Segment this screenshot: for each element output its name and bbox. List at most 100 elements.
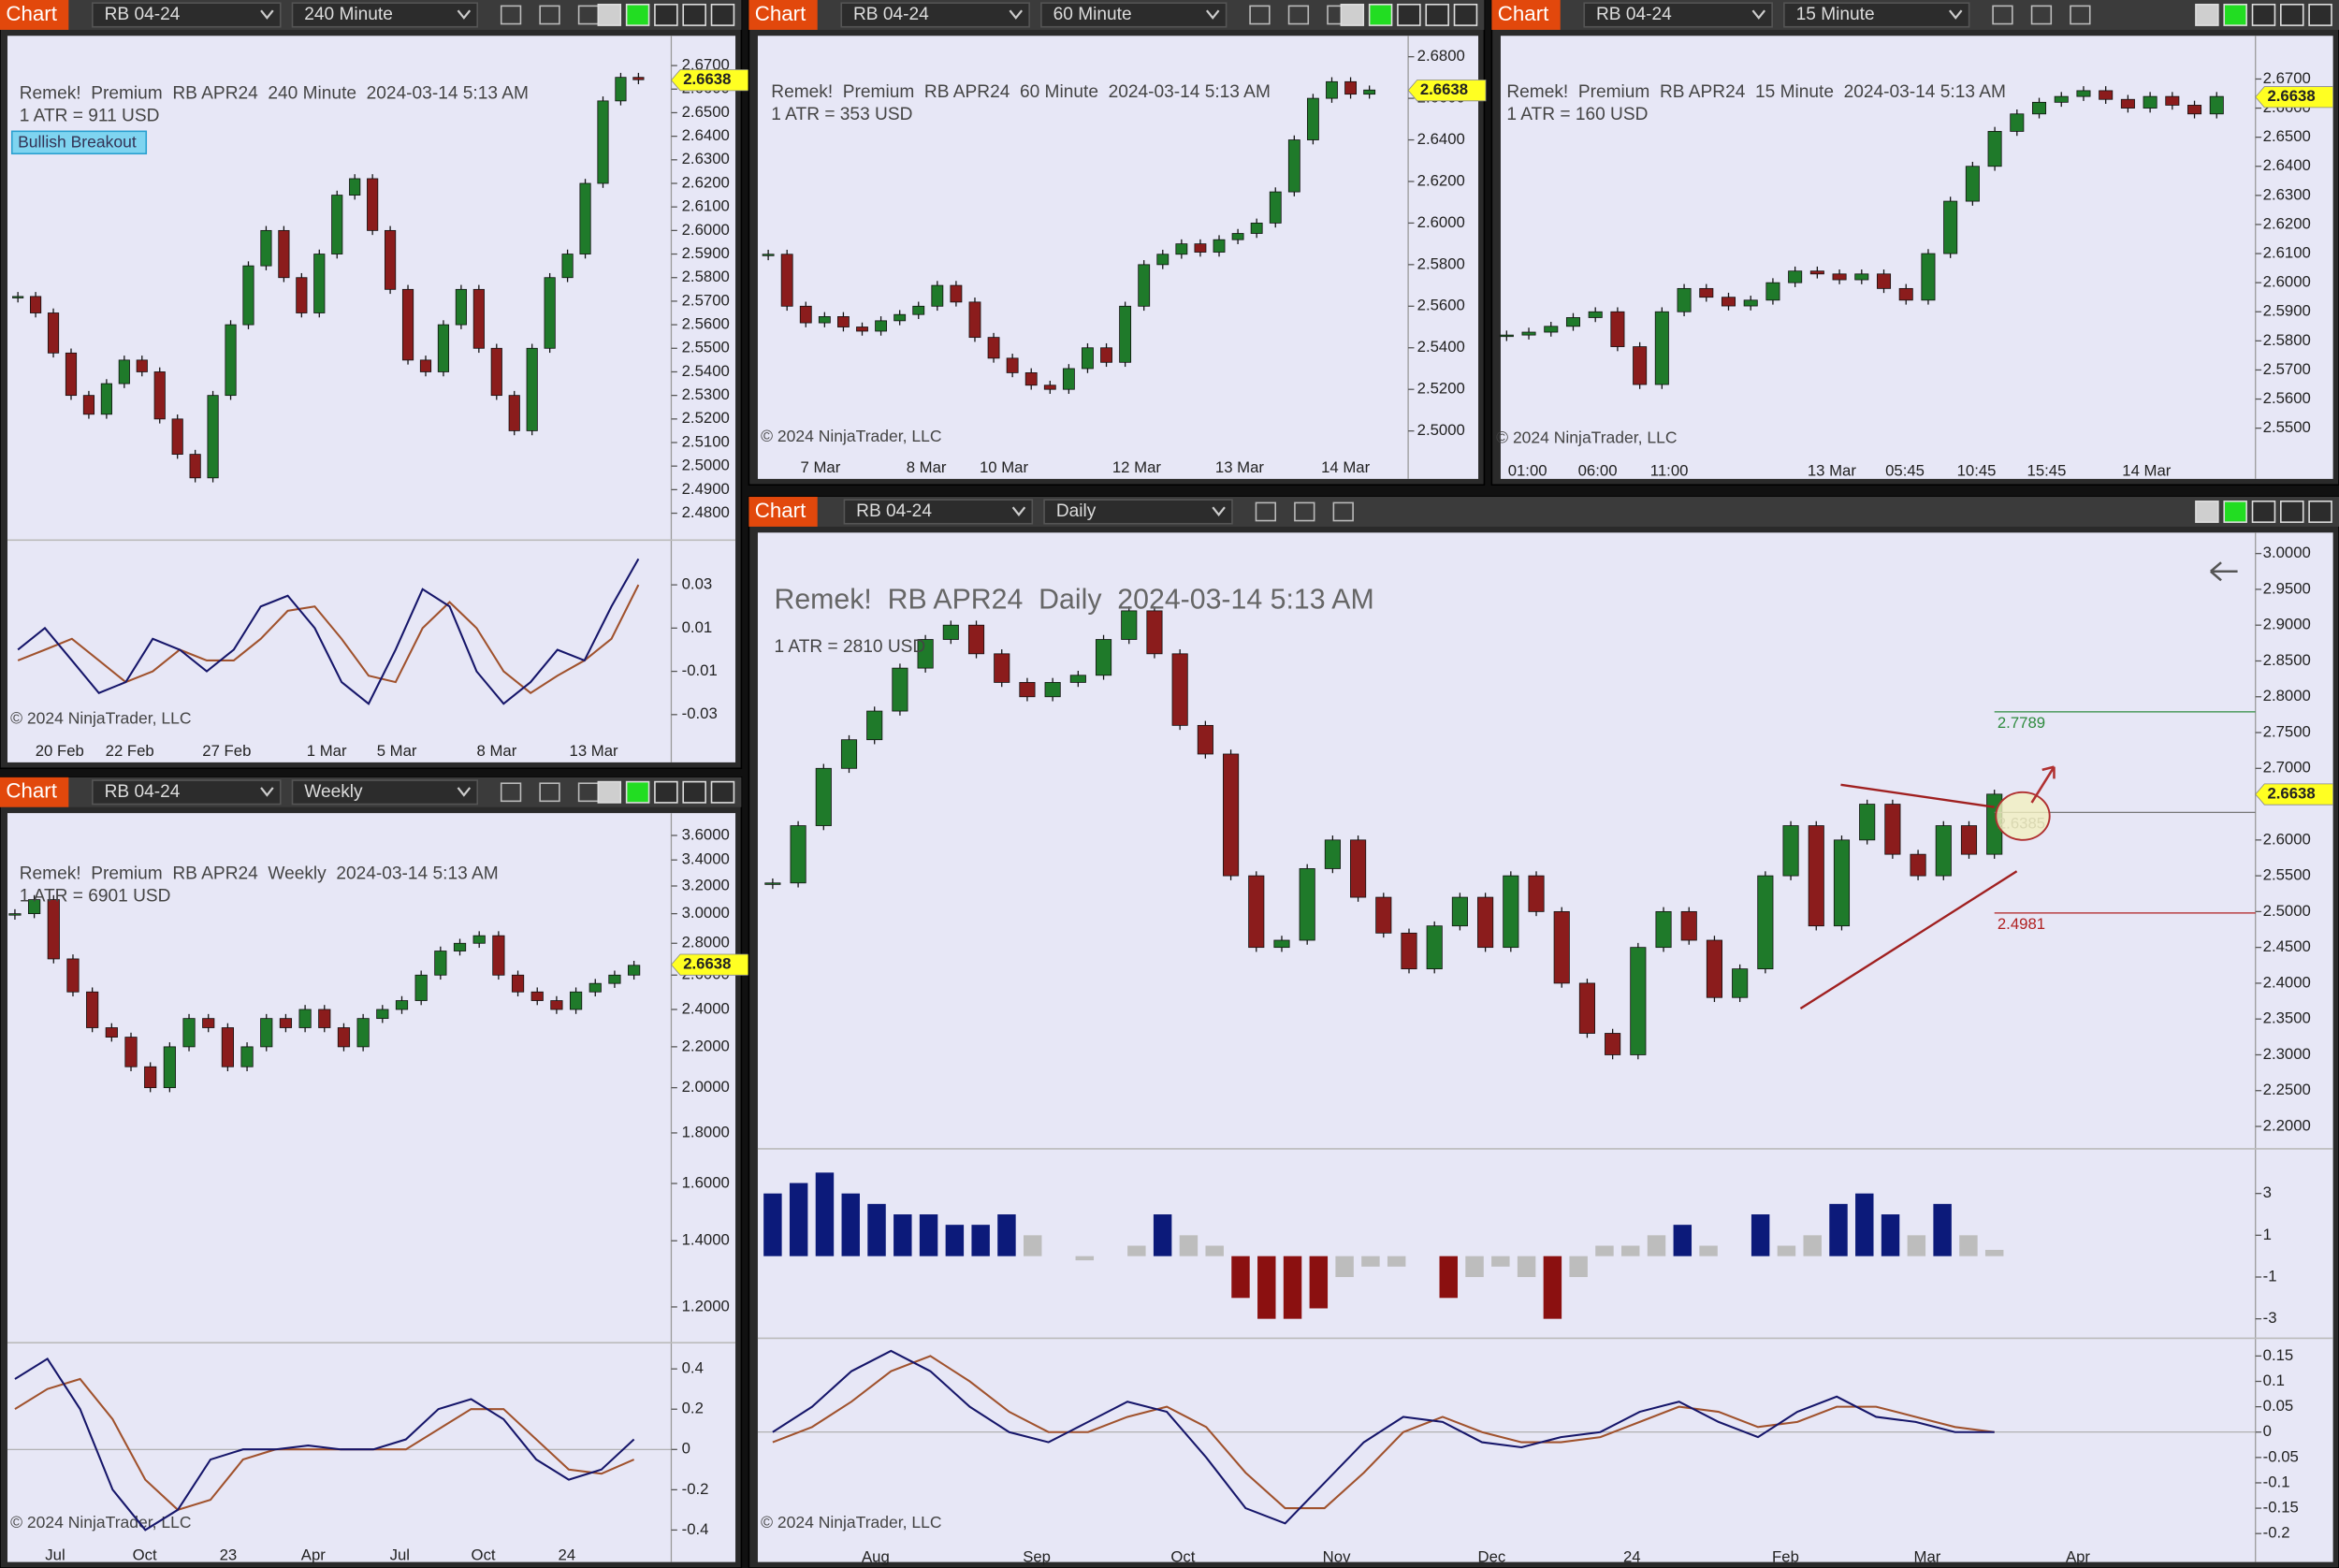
toolbar-icon[interactable] [1332,501,1354,522]
chart-button[interactable] [0,777,69,807]
chart-button[interactable] [1491,0,1561,30]
candle [472,935,486,944]
back-arrow-icon[interactable] [2210,561,2238,582]
window-button[interactable] [2195,501,2219,523]
y-tick-label: 3.4000 [682,850,730,868]
window-button[interactable] [1453,3,1478,26]
window-button[interactable] [597,3,622,26]
window-button[interactable] [2308,501,2332,523]
interval-label: Daily [1056,501,1097,521]
candle [866,710,883,741]
toolbar-icon[interactable] [1249,5,1271,25]
candle [1082,347,1094,370]
toolbar-icon[interactable] [2030,5,2053,25]
instrument-dropdown[interactable] [92,2,282,28]
candle [1884,804,1901,855]
toolbar-icon[interactable] [1992,5,2013,25]
window-button[interactable] [682,3,706,26]
window-button[interactable] [2280,501,2304,523]
x-tick-label: 24 [559,1546,576,1564]
window-button[interactable] [654,3,678,26]
toolbar-icon[interactable] [500,782,522,803]
histogram-bar [971,1225,990,1256]
window-button[interactable] [2280,3,2304,26]
window-button[interactable] [710,3,735,26]
interval-dropdown[interactable] [1043,499,1233,525]
chart-button[interactable] [748,497,818,527]
histogram-bar [1491,1256,1510,1267]
toolbar-icon[interactable] [539,5,560,25]
y-tick-label: 0.2 [682,1400,704,1417]
histogram-bar [1335,1256,1354,1277]
y-tick-label: 2.2500 [2263,1081,2311,1098]
candle [1960,825,1978,855]
interval-dropdown[interactable] [1040,2,1228,28]
y-tick-label: 2.6400 [682,126,730,144]
histogram-bar [1984,1249,2004,1256]
window-button[interactable] [710,780,735,804]
toolbar-icon[interactable] [539,782,560,803]
interval-dropdown[interactable] [1783,2,1970,28]
window-button[interactable] [2308,3,2332,26]
y-tick-label: 1.2000 [682,1297,730,1314]
candle [29,296,42,313]
interval-label: 15 Minute [1796,5,1875,24]
y-tick-label: 2.2000 [682,1037,730,1054]
candle [1898,287,1913,301]
candle [1788,270,1803,283]
candle [1231,233,1244,240]
window-button[interactable] [1397,3,1421,26]
x-tick-label: 8 Mar [907,458,947,476]
candle [1477,896,1494,949]
chart-button[interactable] [748,0,818,30]
window-button[interactable] [654,780,678,804]
x-tick-label: 06:00 [1578,461,1618,479]
window-button[interactable] [625,3,650,26]
window-button[interactable] [625,780,650,804]
candle [349,178,361,196]
interval-dropdown[interactable] [291,2,479,28]
candle [1553,910,1570,984]
window-button[interactable] [2195,3,2219,26]
copyright: © 2024 NinjaTrader, LLC [10,708,191,727]
candle [171,418,183,456]
candle [875,320,888,332]
toolbar-icon[interactable] [1255,501,1276,522]
instrument-label: RB 04-24 [853,5,929,24]
candle [82,395,95,415]
window-button[interactable] [1368,3,1393,26]
chart-pane [7,813,736,1562]
window-button[interactable] [2251,501,2276,523]
toolbar-icon[interactable] [500,5,522,25]
price-tag-label: 2.6638 [2267,87,2315,105]
window-button[interactable] [682,780,706,804]
interval-dropdown[interactable] [291,779,479,806]
window-button[interactable] [2223,3,2247,26]
window-button[interactable] [2223,501,2247,523]
toolbar-icon[interactable] [1287,5,1310,25]
window-button[interactable] [2251,3,2276,26]
histogram-bar [1361,1256,1380,1267]
window-button[interactable] [597,780,622,804]
candle [136,359,148,372]
instrument-dropdown[interactable] [92,779,282,806]
candle [1876,273,1892,289]
candle [1171,653,1188,726]
instrument-dropdown[interactable] [843,499,1034,525]
histogram-bar [1803,1235,1822,1256]
instrument-dropdown[interactable] [1583,2,1773,28]
y-tick-label: 2.5800 [2263,331,2311,349]
histogram-bar [1153,1214,1172,1256]
x-tick-label: 8 Mar [477,742,517,760]
window-button[interactable] [1340,3,1365,26]
candle [1859,804,1876,841]
candle [588,982,602,993]
histogram-bar [1543,1256,1562,1319]
chart-button[interactable] [0,0,69,30]
instrument-dropdown[interactable] [840,2,1030,28]
toolbar-icon[interactable] [2070,5,2091,25]
chart-button-label: Chart [755,2,806,25]
toolbar-icon[interactable] [1294,501,1315,522]
window-button[interactable] [1425,3,1449,26]
dropdown-arrow [1009,9,1024,20]
